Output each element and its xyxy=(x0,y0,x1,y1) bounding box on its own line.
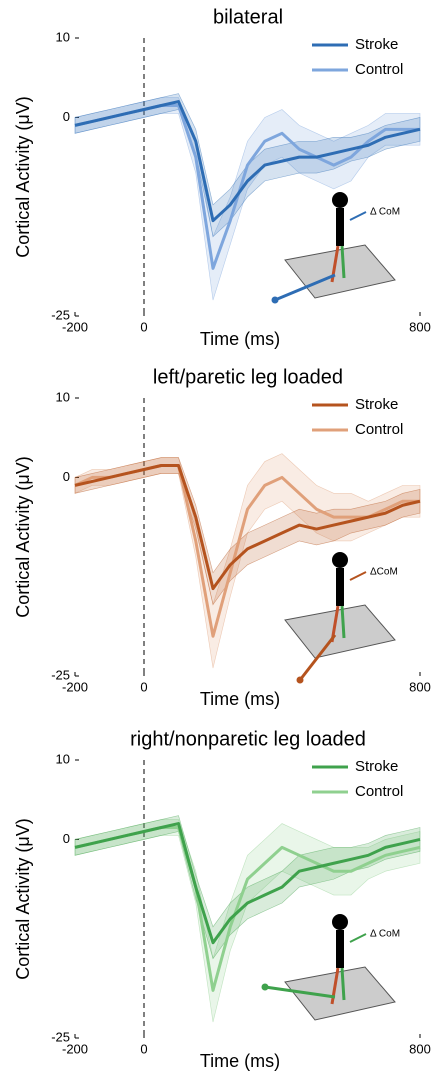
inset-body xyxy=(336,930,344,968)
chart-title: bilateral xyxy=(213,6,283,28)
chart-title: left/paretic leg loaded xyxy=(153,366,343,388)
x-tick-label: 0 xyxy=(140,1041,147,1056)
inset-plate xyxy=(284,604,396,659)
y-axis-label: Cortical Activity (μV) xyxy=(13,96,33,257)
inset-arrow xyxy=(274,273,336,302)
y-tick-label: 0 xyxy=(63,469,70,484)
inset-arrow xyxy=(349,933,367,943)
x-axis-label: Time (ms) xyxy=(200,689,280,709)
inset-annotation: ΔCoM xyxy=(370,567,398,578)
inset-figure: ΔCoM xyxy=(284,552,398,684)
error-band xyxy=(74,815,421,960)
inset-arrow xyxy=(349,571,367,581)
x-tick-label: 0 xyxy=(140,319,147,334)
x-tick-label: -200 xyxy=(62,319,88,334)
inset-body xyxy=(336,208,344,246)
inset-body xyxy=(336,568,344,606)
inset-annotation: Δ CoM xyxy=(370,929,400,940)
x-tick-label: -200 xyxy=(62,1041,88,1056)
legend-label: Control xyxy=(355,783,403,800)
y-tick-label: 0 xyxy=(63,831,70,846)
inset-head xyxy=(332,552,348,568)
legend-label: Control xyxy=(355,421,403,438)
inset-figure: Δ CoM xyxy=(261,914,400,1021)
y-tick-label: 10 xyxy=(56,389,70,404)
inset-annotation: Δ CoM xyxy=(370,207,400,218)
inset-arrow xyxy=(349,211,367,221)
inset-leg xyxy=(340,245,346,279)
error-band xyxy=(74,457,421,606)
x-tick-label: 800 xyxy=(409,319,431,334)
series-line xyxy=(74,100,421,223)
x-tick-label: -200 xyxy=(62,679,88,694)
chart-title: right/nonparetic leg loaded xyxy=(130,728,366,750)
y-axis-label: Cortical Activity (μV) xyxy=(13,818,33,979)
inset-leg xyxy=(340,605,346,639)
inset-head xyxy=(332,914,348,930)
y-axis-label: Cortical Activity (μV) xyxy=(13,456,33,617)
y-tick-label: 10 xyxy=(56,751,70,766)
y-tick-label: -25 xyxy=(51,307,70,322)
x-axis-label: Time (ms) xyxy=(200,329,280,349)
y-tick-label: -25 xyxy=(51,1029,70,1044)
x-tick-label: 800 xyxy=(409,1041,431,1056)
legend-label: Stroke xyxy=(355,396,398,413)
legend-label: Stroke xyxy=(355,36,398,53)
inset-arrow-head xyxy=(296,676,304,684)
x-axis-label: Time (ms) xyxy=(200,1051,280,1071)
inset-leg xyxy=(340,967,346,1001)
inset-arrow xyxy=(298,634,337,681)
series-line xyxy=(74,822,421,945)
inset-arrow-head xyxy=(271,296,279,304)
legend-label: Control xyxy=(355,61,403,78)
inset-arrow-head xyxy=(261,983,269,991)
inset-figure: Δ CoM xyxy=(271,192,400,304)
x-tick-label: 800 xyxy=(409,679,431,694)
y-tick-label: -25 xyxy=(51,667,70,682)
legend-label: Stroke xyxy=(355,758,398,775)
series-line xyxy=(74,464,421,591)
y-tick-label: 0 xyxy=(63,109,70,124)
inset-arrow xyxy=(264,985,336,999)
x-tick-label: 0 xyxy=(140,679,147,694)
inset-head xyxy=(332,192,348,208)
y-tick-label: 10 xyxy=(56,29,70,44)
